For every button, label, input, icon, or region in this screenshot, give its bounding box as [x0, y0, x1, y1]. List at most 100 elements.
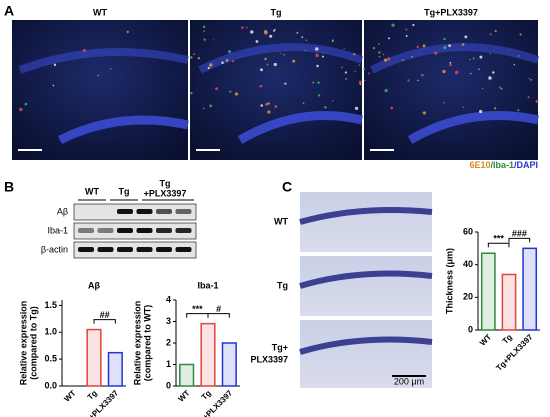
panel-b: B WT Tg Tg +PLX3397 Aβ Iba-1 β-actin	[4, 178, 197, 259]
dot	[97, 74, 100, 77]
dot	[250, 30, 254, 34]
panel-letter: A	[4, 3, 14, 19]
x-tick-label: WT	[176, 388, 191, 403]
dot	[353, 53, 356, 56]
bar	[200, 322, 216, 387]
x-tick-label: Tg	[86, 388, 99, 401]
dot	[378, 51, 381, 54]
stain-legend: 6E10/Iba-1/DAPI	[469, 160, 538, 170]
dot	[479, 55, 483, 59]
dot	[264, 102, 268, 106]
dot	[207, 66, 210, 70]
dot	[464, 35, 468, 39]
dot	[359, 83, 362, 86]
dot	[209, 104, 213, 108]
image-label: WT	[274, 216, 288, 226]
dot	[481, 88, 484, 90]
dot	[317, 81, 320, 84]
dot	[302, 102, 305, 105]
bar	[480, 252, 496, 331]
chart-title: Iba-1	[197, 280, 218, 290]
dot	[202, 107, 205, 110]
bar	[501, 273, 517, 331]
dot	[221, 61, 224, 64]
dot	[324, 106, 327, 109]
dot	[488, 76, 492, 80]
bar	[522, 247, 538, 331]
y-tick-label: 1.5	[44, 300, 57, 310]
dot	[292, 59, 296, 63]
dot	[391, 23, 395, 27]
band	[136, 247, 153, 252]
dot	[231, 59, 235, 63]
x-tick-label: WT	[62, 388, 77, 403]
dot	[255, 40, 259, 43]
significance-bracket	[487, 242, 510, 248]
image-label: Tg+PLX3397	[424, 7, 478, 17]
significance-bracket	[186, 313, 209, 318]
band	[175, 247, 192, 252]
dot	[449, 63, 452, 67]
dot	[416, 45, 419, 49]
dot	[305, 39, 308, 42]
dot	[527, 96, 530, 99]
dot	[269, 34, 273, 38]
x-tick-label: Tg	[200, 388, 213, 401]
dot	[240, 26, 244, 29]
y-tick-label: 4	[166, 294, 171, 304]
dot	[301, 36, 304, 39]
dot	[358, 64, 361, 66]
dot	[228, 50, 232, 54]
dot	[472, 57, 475, 60]
legend-iba1: /Iba-1	[490, 160, 514, 170]
band	[97, 228, 114, 233]
band	[136, 209, 153, 214]
dot	[384, 88, 388, 93]
chart-title: Aβ	[88, 280, 100, 290]
band	[78, 247, 94, 252]
x-tick-label: Tg	[501, 332, 514, 345]
dot	[479, 109, 483, 114]
dot	[284, 82, 287, 85]
panel-c: C WT Tg Tg+ PLX3397 200 μm	[250, 179, 433, 388]
y-axis-label: Relative expression	[132, 301, 142, 386]
band	[136, 228, 153, 233]
dot	[344, 71, 347, 74]
dot	[109, 68, 112, 70]
band	[156, 228, 172, 233]
dot	[24, 102, 28, 106]
dot	[260, 104, 264, 107]
dot	[443, 46, 447, 50]
band	[117, 247, 133, 252]
y-axis-label: Thickness (μm)	[444, 248, 454, 314]
dot	[273, 62, 277, 67]
y-tick-label: 0.0	[44, 380, 57, 390]
y-tick-label: 2	[166, 337, 171, 347]
band	[175, 209, 192, 214]
dot	[448, 44, 451, 48]
significance: ##	[100, 310, 110, 320]
legend-dapi: /DAPI	[514, 160, 538, 170]
dot	[312, 81, 315, 84]
dot	[354, 106, 359, 111]
dot	[513, 64, 516, 66]
dot	[492, 71, 495, 74]
image-label: Tg	[271, 7, 282, 17]
panel-letter: B	[4, 179, 14, 195]
band	[175, 228, 192, 233]
dot	[345, 77, 348, 81]
dot	[422, 44, 426, 48]
dot	[197, 57, 201, 60]
dot	[215, 87, 219, 91]
dot	[519, 33, 522, 36]
dot	[470, 72, 472, 75]
blot	[73, 222, 197, 240]
dot	[517, 55, 520, 57]
histology	[300, 192, 432, 252]
dot	[19, 107, 23, 112]
dot	[266, 63, 269, 66]
y-axis-label: (compared to Tg)	[28, 306, 38, 380]
dot	[489, 53, 491, 55]
dot	[500, 87, 503, 90]
